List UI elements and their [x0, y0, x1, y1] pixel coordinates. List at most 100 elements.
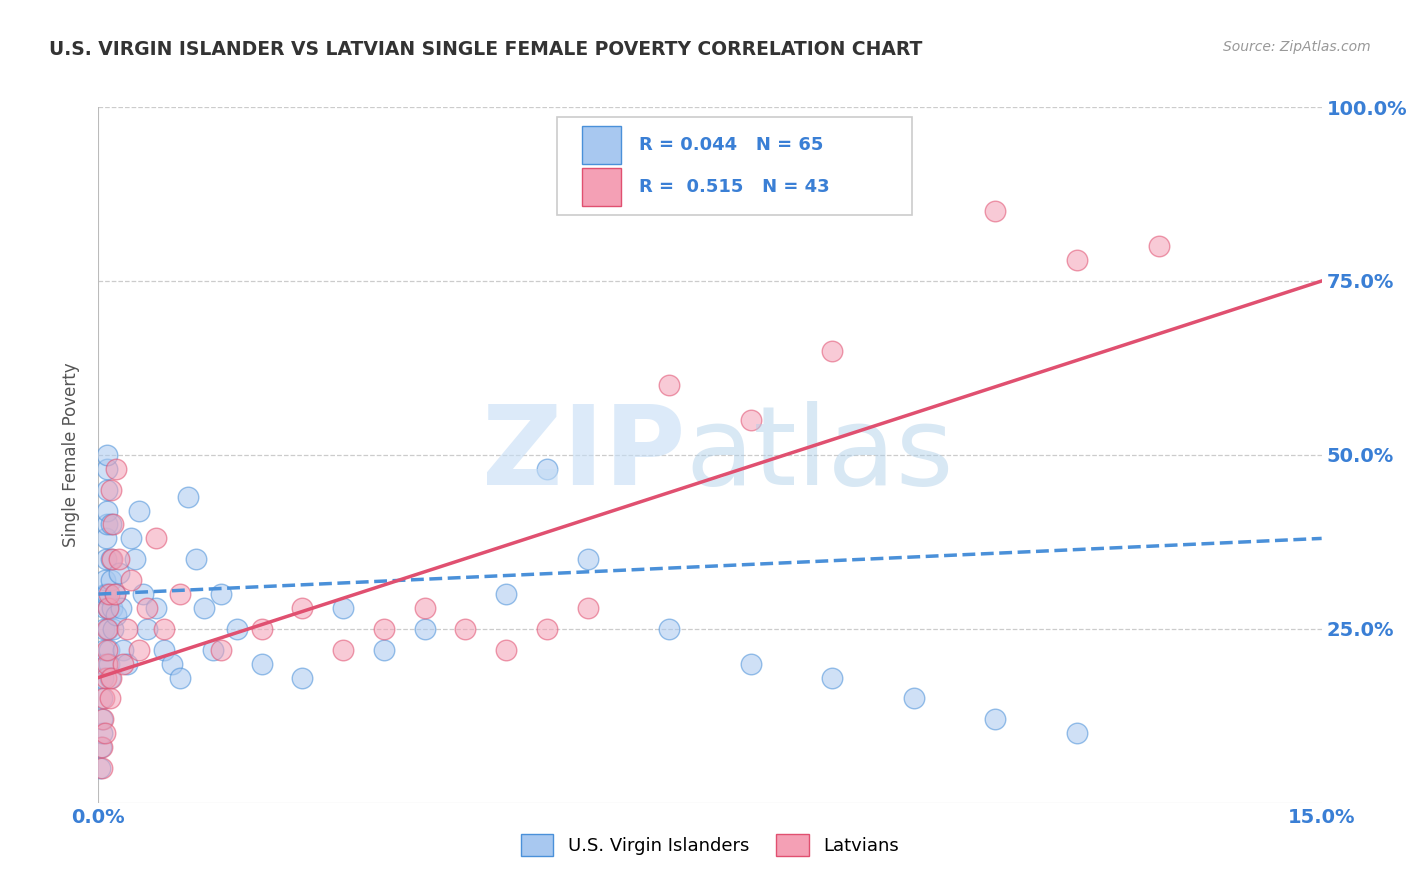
Point — [89, 761, 111, 775]
Point — [91, 691, 114, 706]
Point — [821, 671, 844, 685]
Point — [96, 622, 118, 636]
Bar — [582, 168, 620, 206]
Point — [201, 642, 224, 657]
Point — [96, 517, 118, 532]
Text: Source: ZipAtlas.com: Source: ZipAtlas.com — [1223, 40, 1371, 54]
Point — [132, 587, 155, 601]
Point — [90, 761, 112, 775]
Point — [105, 607, 128, 622]
FancyBboxPatch shape — [557, 118, 912, 215]
Point — [136, 622, 159, 636]
Point — [94, 601, 117, 615]
Point — [1066, 726, 1088, 740]
Text: atlas: atlas — [686, 401, 955, 508]
Point — [332, 642, 354, 657]
Point — [186, 552, 208, 566]
Point — [169, 671, 191, 685]
Point — [91, 740, 114, 755]
Point — [96, 483, 118, 497]
Point — [93, 691, 115, 706]
Point — [576, 601, 599, 615]
Point — [984, 712, 1007, 726]
Point — [120, 573, 142, 587]
Point — [98, 642, 121, 657]
Point — [91, 671, 114, 685]
Point — [160, 657, 183, 671]
Point — [93, 642, 115, 657]
Point — [152, 642, 174, 657]
Point — [332, 601, 354, 615]
Point — [96, 462, 118, 476]
Bar — [582, 126, 620, 164]
Point — [96, 448, 118, 462]
Point — [821, 343, 844, 358]
Point — [209, 642, 232, 657]
Point — [226, 622, 249, 636]
Point — [101, 517, 124, 532]
Point — [373, 642, 395, 657]
Point — [94, 671, 117, 685]
Point — [250, 657, 273, 671]
Point — [91, 712, 114, 726]
Text: U.S. VIRGIN ISLANDER VS LATVIAN SINGLE FEMALE POVERTY CORRELATION CHART: U.S. VIRGIN ISLANDER VS LATVIAN SINGLE F… — [49, 40, 922, 59]
Point — [124, 552, 146, 566]
Point — [104, 587, 127, 601]
Point — [740, 657, 762, 671]
Point — [115, 657, 138, 671]
Point — [536, 462, 558, 476]
Point — [94, 726, 117, 740]
Point — [128, 642, 150, 657]
Text: R = 0.044   N = 65: R = 0.044 N = 65 — [640, 136, 824, 154]
Point — [576, 552, 599, 566]
Point — [152, 622, 174, 636]
Point — [94, 532, 117, 546]
Point — [454, 622, 477, 636]
Point — [94, 573, 117, 587]
Point — [100, 483, 122, 497]
Point — [169, 587, 191, 601]
Point — [101, 601, 124, 615]
Point — [98, 691, 121, 706]
Point — [101, 622, 124, 636]
Point — [108, 552, 131, 566]
Point — [98, 657, 121, 671]
Point — [495, 642, 517, 657]
Text: R =  0.515   N = 43: R = 0.515 N = 43 — [640, 178, 830, 196]
Point — [94, 587, 117, 601]
Point — [536, 622, 558, 636]
Text: ZIP: ZIP — [482, 401, 686, 508]
Point — [96, 503, 118, 517]
Point — [658, 622, 681, 636]
Point — [91, 657, 114, 671]
Point — [94, 552, 117, 566]
Point — [1147, 239, 1170, 253]
Point — [145, 601, 167, 615]
Legend: U.S. Virgin Islanders, Latvians: U.S. Virgin Islanders, Latvians — [513, 827, 907, 863]
Point — [984, 204, 1007, 219]
Point — [291, 671, 314, 685]
Point — [373, 622, 395, 636]
Point — [413, 601, 436, 615]
Point — [97, 601, 120, 615]
Point — [658, 378, 681, 392]
Point — [413, 622, 436, 636]
Point — [120, 532, 142, 546]
Point — [104, 587, 127, 601]
Point — [110, 601, 132, 615]
Point — [105, 462, 128, 476]
Point — [93, 622, 115, 636]
Point — [209, 587, 232, 601]
Point — [96, 587, 118, 601]
Point — [96, 642, 118, 657]
Point — [90, 726, 112, 740]
Point — [108, 566, 131, 581]
Point — [291, 601, 314, 615]
Point — [97, 601, 120, 615]
Point — [100, 517, 122, 532]
Point — [495, 587, 517, 601]
Point — [903, 691, 925, 706]
Y-axis label: Single Female Poverty: Single Female Poverty — [62, 363, 80, 547]
Point — [250, 622, 273, 636]
Point — [111, 642, 134, 657]
